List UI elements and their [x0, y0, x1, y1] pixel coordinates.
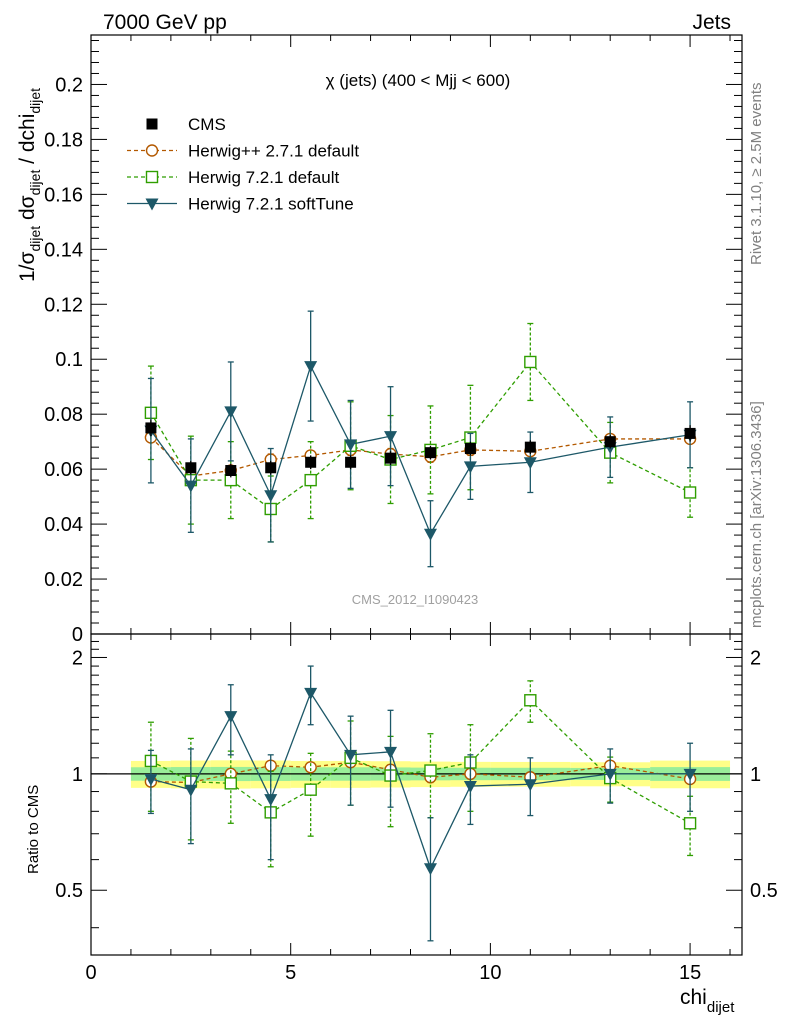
watermark: CMS_2012_I1090423 — [352, 592, 479, 607]
data-point — [344, 439, 358, 452]
x-tick-label: 10 — [479, 962, 501, 984]
y-tick-label: 0.2 — [55, 74, 83, 96]
y-tick-label: 0.18 — [44, 129, 83, 151]
legend-label: Herwig 7.2.1 softTune — [188, 195, 354, 214]
y-tick-label: 0.16 — [44, 184, 83, 206]
data-point — [463, 781, 477, 794]
data-point — [524, 355, 537, 369]
ratio-tick-label-right: 2 — [750, 647, 761, 669]
y-tick-label: 0.04 — [44, 514, 83, 536]
series-line — [150, 699, 691, 824]
data-point — [264, 490, 278, 503]
data-point — [145, 422, 157, 434]
data-point — [184, 784, 198, 797]
data-point — [224, 711, 238, 724]
data-point — [384, 746, 398, 759]
header-right: Jets — [692, 11, 731, 34]
data-point — [424, 764, 437, 777]
y-tick-label: 0.14 — [44, 239, 83, 261]
y-tick-label: 0.1 — [55, 349, 83, 371]
series-line — [150, 360, 691, 510]
data-point — [224, 777, 237, 790]
data-point — [345, 456, 357, 468]
ratio-frame — [90, 633, 743, 956]
data-point — [684, 427, 696, 439]
data-point — [463, 461, 477, 474]
data-point — [523, 779, 537, 792]
y-tick-label: 0.08 — [44, 404, 83, 426]
data-point — [423, 528, 437, 541]
data-point — [185, 462, 197, 474]
data-point — [523, 457, 537, 470]
ratio-tick-label-right: 0.5 — [750, 880, 778, 902]
ratio-tick-label: 2 — [72, 647, 83, 669]
legend-label: Herwig++ 2.7.1 default — [188, 142, 359, 161]
legend-marker — [145, 170, 159, 184]
svg-text:chidijet: chidijet — [680, 986, 735, 1016]
data-point — [524, 441, 536, 453]
ratio-tick-label: 1 — [72, 764, 83, 786]
data-point — [224, 406, 238, 419]
data-point — [524, 694, 537, 707]
legend: CMS Herwig++ 2.7.1 default Herwig 7.2.1 de… — [127, 115, 359, 214]
data-point — [304, 687, 318, 700]
legend-marker — [146, 118, 158, 130]
data-point — [385, 452, 397, 464]
ratio-series — [144, 665, 697, 942]
y-tick-label: 0.06 — [44, 459, 83, 481]
data-point — [264, 794, 278, 807]
data-point — [304, 361, 318, 374]
y-axis-label: 1/σdijet dσdijet / dchidijet — [16, 88, 43, 282]
data-point — [384, 431, 398, 444]
svg-text:1/σdijet dσdijet / dchidijet: 1/σdijet dσdijet / dchidijet — [16, 88, 43, 282]
x-axis-label: chidijet — [680, 986, 735, 1016]
chart-title: χ (jets) (400 < Mjj < 600) — [326, 71, 511, 90]
x-tick-label: 5 — [285, 962, 296, 984]
x-tick-label: 15 — [679, 962, 701, 984]
data-point — [464, 443, 476, 455]
data-point — [305, 456, 317, 468]
data-point — [683, 817, 697, 830]
data-point — [424, 447, 436, 459]
ratio-axis-label: Ratio to CMS — [25, 785, 42, 874]
series-line — [150, 691, 691, 870]
data-point — [304, 783, 317, 796]
ratio-tick-label: 0.5 — [55, 880, 83, 902]
mcplots-label: mcplots.cern.ch [arXiv:1306.3436] — [748, 401, 765, 628]
data-point — [683, 486, 697, 499]
header-left: 7000 GeV pp — [103, 11, 227, 34]
data-point — [184, 480, 198, 493]
series-line — [150, 364, 691, 536]
y-tick-label: 0 — [72, 624, 83, 646]
data-point — [604, 436, 616, 448]
data-point — [603, 768, 617, 781]
data-point — [304, 761, 317, 774]
legend-marker — [145, 198, 159, 211]
data-point — [683, 768, 697, 781]
ratio-tick-label-right: 1 — [750, 764, 761, 786]
legend-marker — [145, 144, 159, 157]
main-panel: 0 0.02 0.04 0.06 0.08 0.1 0.12 0.14 0.16 0.18 0.2 — [44, 34, 743, 646]
data-point — [344, 749, 358, 762]
data-point — [423, 863, 437, 876]
data-point — [144, 773, 158, 786]
x-tick-label: 0 — [85, 962, 96, 984]
series-line — [150, 761, 691, 784]
data-point — [304, 473, 317, 487]
data-point — [225, 465, 237, 477]
data-point — [265, 462, 277, 474]
y-tick-label: 0.12 — [44, 294, 83, 316]
ratio-panel: 0 5 10 15 0.5 0.5 1 1 2 2 — [55, 633, 778, 984]
legend-label: CMS — [188, 115, 226, 134]
rivet-label: Rivet 3.1.10, ≥ 2.5M events — [748, 83, 765, 266]
legend-label: Herwig 7.2.1 default — [188, 168, 339, 187]
y-tick-label: 0.02 — [44, 569, 83, 591]
